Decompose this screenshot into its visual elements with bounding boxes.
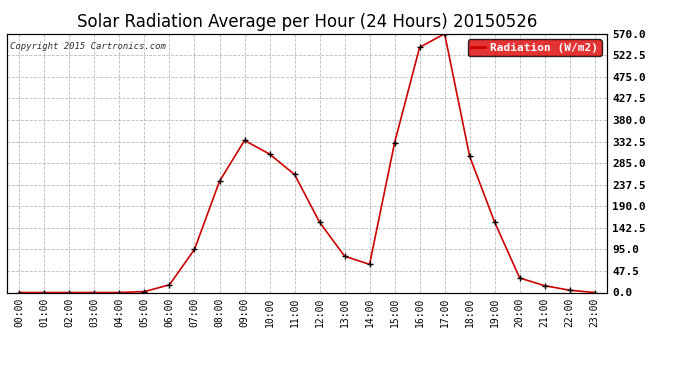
Legend: Radiation (W/m2): Radiation (W/m2) — [468, 39, 602, 56]
Text: Copyright 2015 Cartronics.com: Copyright 2015 Cartronics.com — [10, 42, 166, 51]
Title: Solar Radiation Average per Hour (24 Hours) 20150526: Solar Radiation Average per Hour (24 Hou… — [77, 13, 538, 31]
